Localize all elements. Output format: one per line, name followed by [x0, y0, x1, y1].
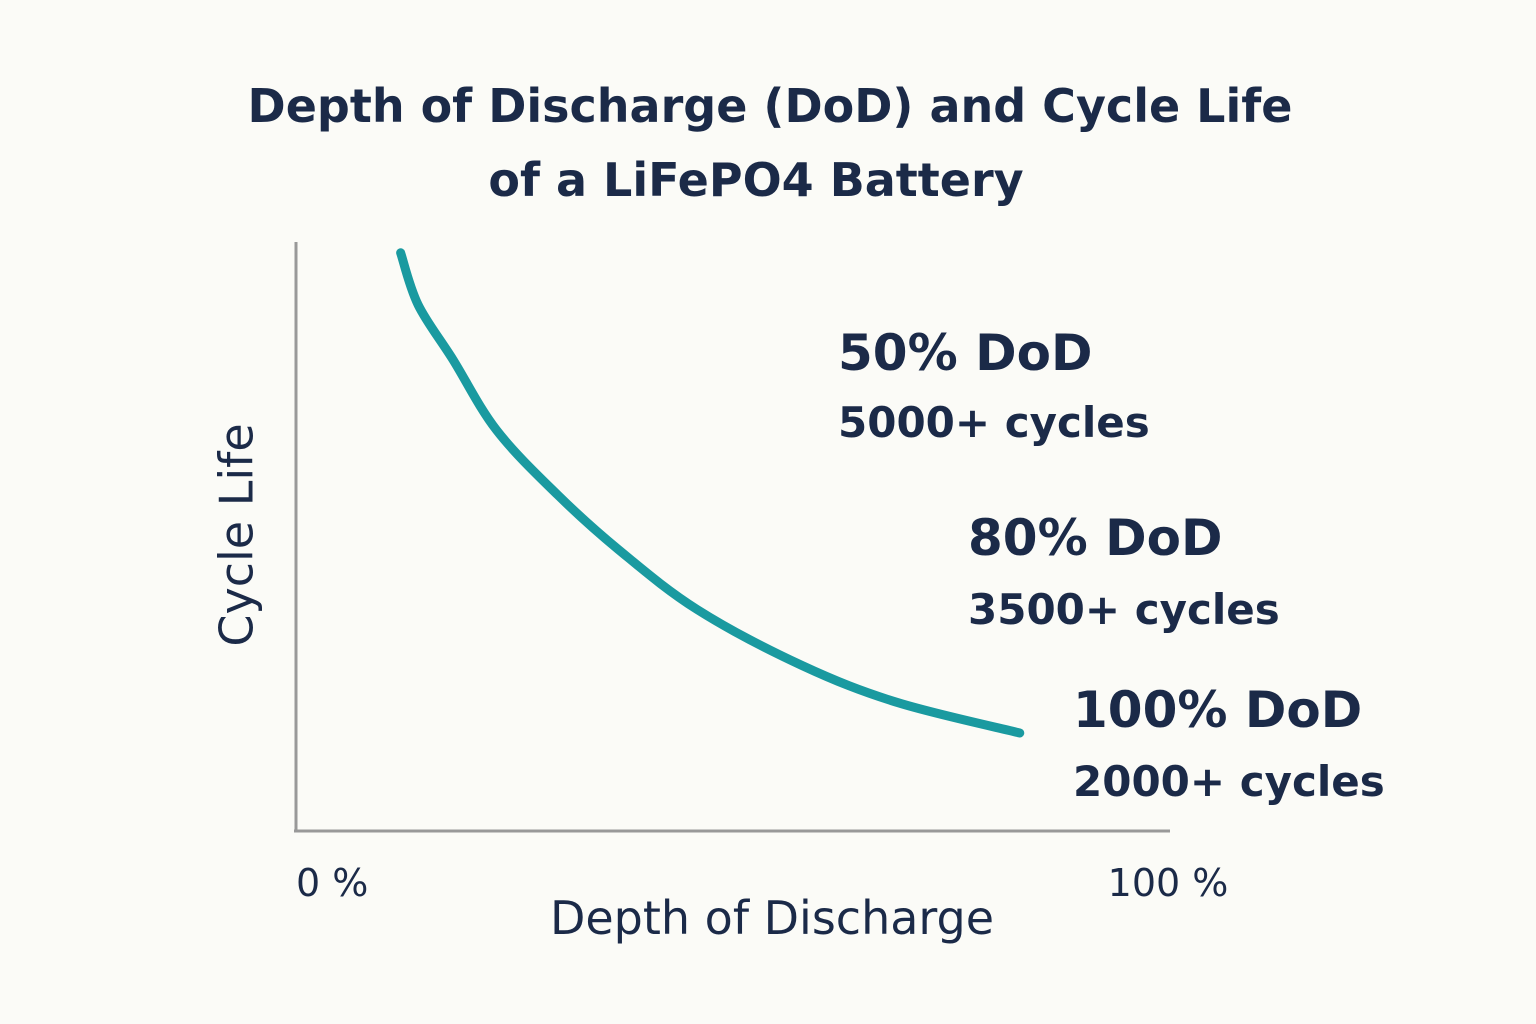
- chart-title: of a LiFePO4 Battery: [488, 153, 1023, 207]
- annotation-label: 80% DoD: [968, 509, 1222, 567]
- curve: [396, 248, 1025, 738]
- x-tick-label: 0 %: [296, 861, 368, 905]
- x-tick-label: 100 %: [1108, 861, 1229, 905]
- annotation-text: 2000+ cycles: [1073, 757, 1385, 806]
- annotation-text: 5000+ cycles: [838, 398, 1150, 447]
- x-axis-label: Depth of Discharge: [550, 891, 994, 945]
- annotation-text: 3500+ cycles: [968, 585, 1280, 634]
- annotation-label: 100% DoD: [1073, 681, 1362, 739]
- y-axis-label: Cycle Life: [210, 423, 264, 646]
- chart-title: Depth of Discharge (DoD) and Cycle Life: [248, 79, 1293, 133]
- annotation-label: 50% DoD: [838, 324, 1092, 382]
